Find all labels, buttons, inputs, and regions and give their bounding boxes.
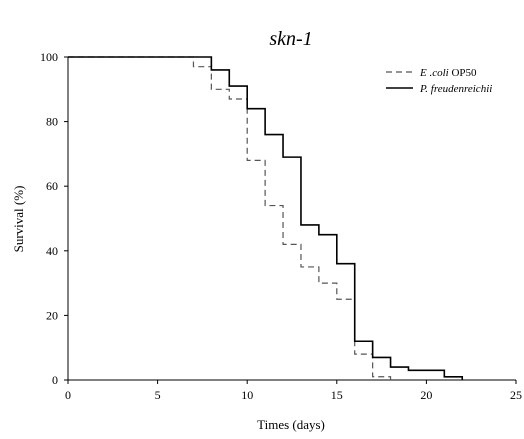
legend: E .coli OP50 P. freudenreichii (386, 67, 492, 95)
x-tick-label: 15 (331, 388, 343, 402)
series-line-2 (68, 56, 464, 380)
x-tick-label: 0 (65, 388, 71, 402)
legend-entry-2: P. freudenreichii (419, 83, 492, 95)
y-tick-label: 0 (52, 373, 58, 387)
x-axis-label: Times (days) (257, 417, 325, 432)
y-axis-label: Survival (%) (11, 186, 26, 253)
chart-title: skn-1 (269, 28, 312, 50)
y-tick-label: 40 (46, 244, 58, 258)
series-line-1 (68, 56, 392, 380)
y-tick-label: 60 (46, 179, 58, 193)
x-tick-label: 20 (420, 388, 432, 402)
legend-entry-1: E .coli OP50 (419, 67, 477, 79)
x-tick-label: 25 (510, 388, 522, 402)
tick-labels: 0 5 10 15 20 25 0 20 40 60 80 100 (40, 50, 522, 402)
y-tick-label: 100 (40, 50, 58, 64)
x-tick-label: 10 (241, 388, 253, 402)
series-lines (68, 56, 464, 380)
y-tick-label: 20 (46, 308, 58, 322)
axes (64, 56, 517, 384)
y-tick-label: 80 (46, 115, 58, 129)
x-tick-label: 5 (155, 388, 161, 402)
